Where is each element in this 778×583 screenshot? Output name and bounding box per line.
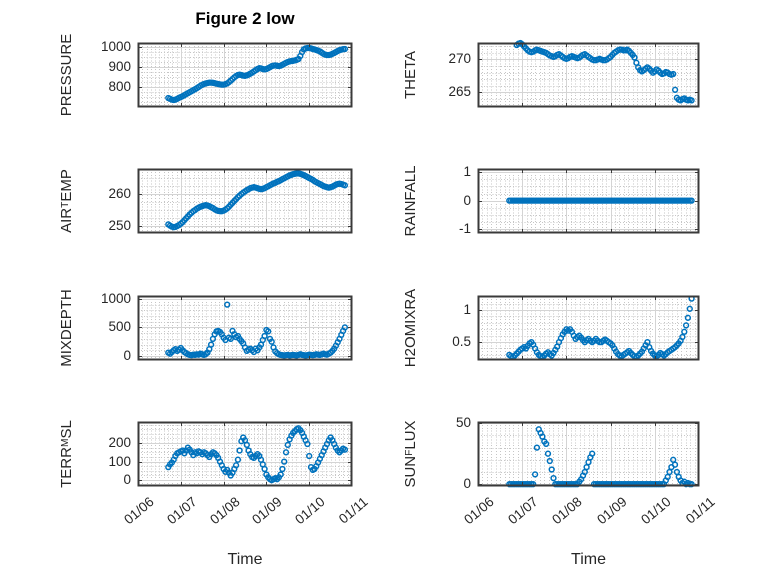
sun-flux-series-points bbox=[506, 426, 695, 488]
terr-msl-y-axis-label: TERR M SL bbox=[56, 379, 76, 529]
y-axis-label-part: SL bbox=[57, 420, 75, 439]
axis-box bbox=[477, 421, 700, 487]
y-axis-label-part: H2OMIXRA bbox=[401, 288, 419, 368]
terr-msl-y-tick-label: 100 bbox=[108, 453, 131, 469]
y-axis-label-part: RAINFALL bbox=[401, 165, 419, 237]
y-axis-label-part: PRESSURE bbox=[57, 33, 75, 117]
y-axis-label-part: M bbox=[59, 438, 71, 448]
tick-marks bbox=[478, 422, 699, 486]
theta-y-tick-label: 270 bbox=[448, 51, 471, 67]
tick-marks bbox=[138, 43, 352, 107]
mixdepth-y-tick-label: 1000 bbox=[100, 290, 131, 306]
y-axis-label-part: LUX bbox=[401, 420, 419, 450]
mixdepth-series-points bbox=[165, 301, 349, 359]
h2omixra-series-points bbox=[506, 295, 695, 360]
x-tick-label: 01/08 bbox=[206, 494, 243, 528]
theta-y-tick-label: 265 bbox=[448, 84, 471, 100]
y-axis-label-part: AIR bbox=[57, 207, 75, 233]
theta-plot-area bbox=[477, 39, 700, 108]
air-temp-y-tick-label: 250 bbox=[108, 217, 131, 233]
pressure-series-points bbox=[165, 44, 349, 104]
x-tick-label: 01/08 bbox=[549, 494, 586, 528]
pressure-y-tick-label: 1000 bbox=[100, 39, 131, 54]
axis-box bbox=[477, 295, 700, 361]
sun-flux-plot-area bbox=[477, 421, 700, 488]
x-tick-label: 01/06 bbox=[121, 494, 157, 528]
rainfall-plot-area bbox=[477, 168, 700, 234]
rainfall-y-tick-label: 0 bbox=[463, 192, 471, 208]
figure-title: Figure 2 low bbox=[195, 9, 295, 28]
rainfall-series-points bbox=[506, 197, 695, 204]
air-temp-series-points bbox=[165, 170, 349, 231]
mixdepth-plot-area bbox=[137, 295, 353, 361]
x-axis-label-left: Time bbox=[227, 551, 263, 568]
x-tick-label: 01/11 bbox=[682, 494, 718, 527]
tick-marks bbox=[478, 169, 699, 233]
y-axis-label-part: TERR bbox=[57, 447, 75, 488]
major-grid bbox=[138, 296, 352, 360]
rainfall-y-tick-label: -1 bbox=[458, 220, 471, 236]
y-axis-label-part: T bbox=[59, 201, 71, 208]
tick-marks bbox=[138, 422, 352, 486]
x-tick-label: 01/07 bbox=[163, 494, 200, 528]
pressure-y-tick-label: 800 bbox=[108, 79, 131, 94]
mixdepth-y-tick-label: 500 bbox=[108, 319, 131, 335]
terr-msl-y-tick-label: 0 bbox=[123, 472, 131, 488]
axis-box bbox=[477, 42, 700, 108]
x-axis-label-right: Time bbox=[571, 551, 606, 568]
pressure-plot-area bbox=[137, 42, 353, 108]
minor-grid bbox=[138, 169, 352, 233]
pressure-y-tick-label: 900 bbox=[108, 59, 131, 74]
x-tick-label: 01/07 bbox=[505, 494, 541, 528]
tick-marks bbox=[138, 169, 352, 233]
tick-marks bbox=[478, 296, 699, 360]
tick-marks bbox=[138, 296, 352, 360]
tick-marks bbox=[478, 43, 699, 107]
minor-grid bbox=[138, 43, 352, 107]
rainfall-y-tick-label: 1 bbox=[463, 164, 471, 180]
h2omixra-y-tick-label: 1 bbox=[463, 302, 471, 318]
sun-flux-y-axis-label: SUN F LUX bbox=[400, 379, 420, 529]
axis-box bbox=[137, 168, 353, 234]
x-tick-label: 01/06 bbox=[461, 494, 497, 528]
x-tick-label: 01/09 bbox=[593, 494, 630, 528]
terr-msl-y-tick-label: 200 bbox=[108, 435, 131, 451]
mixdepth-y-tick-label: 0 bbox=[123, 348, 131, 363]
minor-grid bbox=[478, 422, 699, 486]
terr-msl-series-points bbox=[165, 425, 349, 484]
sun-flux-y-tick-label: 0 bbox=[463, 476, 471, 492]
y-axis-label-part: EMP bbox=[57, 169, 75, 202]
h2omixra-y-tick-label: 0.5 bbox=[452, 334, 471, 350]
y-axis-label-part: F bbox=[403, 449, 415, 456]
x-tick-label: 01/11 bbox=[335, 494, 371, 527]
minor-grid bbox=[478, 296, 699, 360]
x-tick-label: 01/10 bbox=[637, 494, 674, 528]
h2omixra-plot-area bbox=[477, 295, 700, 361]
y-axis-label-part: THETA bbox=[401, 50, 419, 100]
axis-box bbox=[137, 421, 353, 487]
terr-msl-plot-area bbox=[137, 421, 353, 487]
air-temp-plot-area bbox=[137, 168, 353, 234]
axis-box bbox=[137, 42, 353, 108]
theta-series-points bbox=[513, 39, 695, 104]
air-temp-y-tick-label: 260 bbox=[108, 185, 131, 201]
y-axis-label-part: MIXDEPTH bbox=[57, 289, 75, 367]
y-axis-label-part: SUN bbox=[401, 455, 419, 488]
x-tick-label: 01/10 bbox=[292, 494, 328, 528]
sun-flux-y-tick-label: 50 bbox=[455, 415, 471, 431]
x-tick-label: 01/09 bbox=[249, 494, 286, 528]
